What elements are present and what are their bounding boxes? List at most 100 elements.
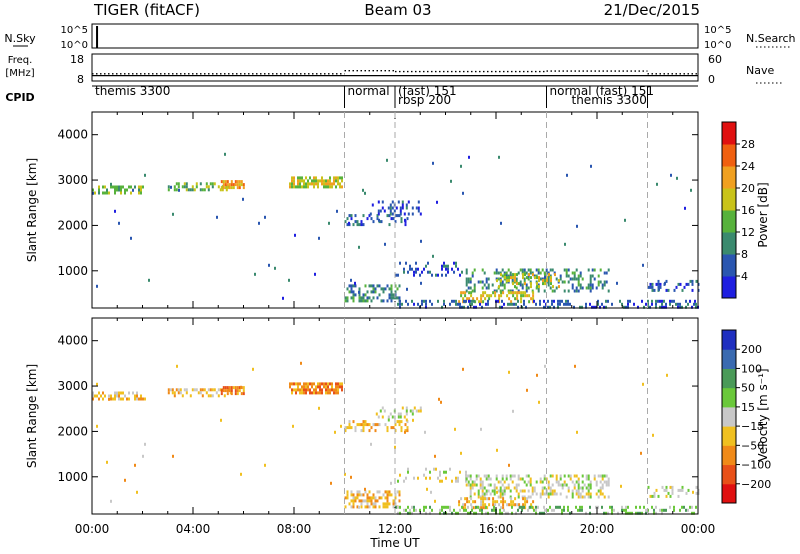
velocity-cell [574, 364, 576, 368]
velocity-cell [524, 503, 527, 507]
velocity-cell [695, 485, 698, 489]
velocity-cell [499, 492, 502, 496]
power-cell [481, 286, 484, 290]
velocity-cell [403, 508, 405, 512]
velocity-cell [538, 400, 540, 404]
velocity-cell [663, 508, 665, 512]
velocity-cell [465, 508, 467, 512]
power-cell [323, 182, 325, 186]
power-cell [336, 209, 338, 213]
power-cell [297, 182, 299, 186]
velocity-cell [445, 476, 447, 480]
power-cell [364, 293, 367, 297]
velocity-cell [497, 480, 500, 484]
power-cell [520, 297, 523, 301]
velocity-cell [364, 420, 367, 424]
power-cell [625, 305, 627, 309]
power-cell [356, 223, 359, 227]
velocity-cell [399, 511, 401, 515]
power-cell [417, 200, 420, 204]
velocity-swatch-5 [722, 387, 736, 408]
velocity-cell [609, 505, 611, 509]
velocity-cell [599, 480, 602, 484]
power-cell [289, 182, 291, 186]
velocity-cell [544, 364, 546, 368]
velocity-cell [176, 364, 178, 368]
velocity-cell [455, 476, 457, 480]
velocity-cell [433, 467, 435, 471]
velocity-cell [226, 392, 229, 396]
velocity-cell [140, 397, 142, 401]
nsearch-tick-top: 10^5 [704, 25, 731, 36]
power-cell [530, 297, 533, 301]
velocity-cell [144, 397, 146, 401]
velocity-cell [497, 489, 500, 493]
power-cell [693, 302, 695, 306]
power-cell [514, 276, 516, 280]
velocity-cell [327, 385, 329, 389]
velocity-cell [411, 505, 413, 509]
velocity-cell [386, 496, 389, 500]
velocity-cell [475, 477, 478, 481]
velocity-cell [603, 480, 606, 484]
power-cell [543, 277, 546, 281]
velocity-cell [311, 391, 313, 395]
power-cell [441, 264, 443, 268]
velocity-cell [620, 484, 622, 488]
power-cell [221, 188, 224, 192]
velocity-cell [142, 397, 144, 401]
cpid-label-5: themis 3300 [572, 93, 647, 107]
power-cell [175, 182, 178, 186]
velocity-cell [487, 483, 490, 487]
power-cell [465, 277, 468, 281]
velocity-cell [318, 406, 320, 410]
power-cell [358, 287, 361, 291]
power-cell [455, 299, 457, 303]
velocity-cell [505, 477, 508, 481]
power-cell [437, 273, 439, 277]
power-cell [317, 179, 319, 183]
velocity-cell [240, 472, 242, 476]
power-cell [264, 215, 266, 219]
velocity-cell [451, 479, 453, 483]
power-cell [669, 299, 671, 303]
velocity-cell [649, 494, 652, 498]
velocity-cell [134, 463, 136, 467]
velocity-cell [465, 483, 468, 487]
power-cell [531, 271, 534, 275]
velocity-cell [494, 500, 497, 504]
power-cell [538, 276, 540, 280]
power-cell [242, 197, 244, 201]
power-cell [346, 299, 349, 303]
power-cell [553, 289, 556, 293]
power-cell [445, 273, 447, 277]
power-cell [591, 268, 594, 272]
velocity-cell [449, 508, 451, 512]
power-cell [555, 277, 558, 281]
power-cell [378, 293, 381, 297]
power-cell [392, 296, 395, 300]
power-swatch-5 [722, 166, 736, 189]
power-cell [315, 179, 317, 183]
velocity-cell [543, 486, 546, 490]
power-cell [98, 185, 100, 189]
power-cell [641, 299, 643, 303]
power-cell [517, 271, 520, 275]
velocity-cell [563, 483, 566, 487]
velocity-cell [346, 490, 349, 494]
power-cell [544, 279, 546, 283]
velocity-cell [551, 492, 554, 496]
velocity-cell [386, 429, 389, 433]
velocity-cell [317, 385, 319, 389]
beam-title: Beam 03 [364, 1, 431, 19]
velocity-cell [510, 500, 513, 504]
velocity-cell [441, 508, 443, 512]
power-cell [225, 188, 228, 192]
power-cell [400, 217, 403, 221]
velocity-cell [535, 505, 537, 509]
velocity-cell [386, 499, 389, 503]
velocity-cell [549, 486, 552, 490]
velocity-cell [515, 489, 518, 493]
power-cell [531, 289, 534, 293]
